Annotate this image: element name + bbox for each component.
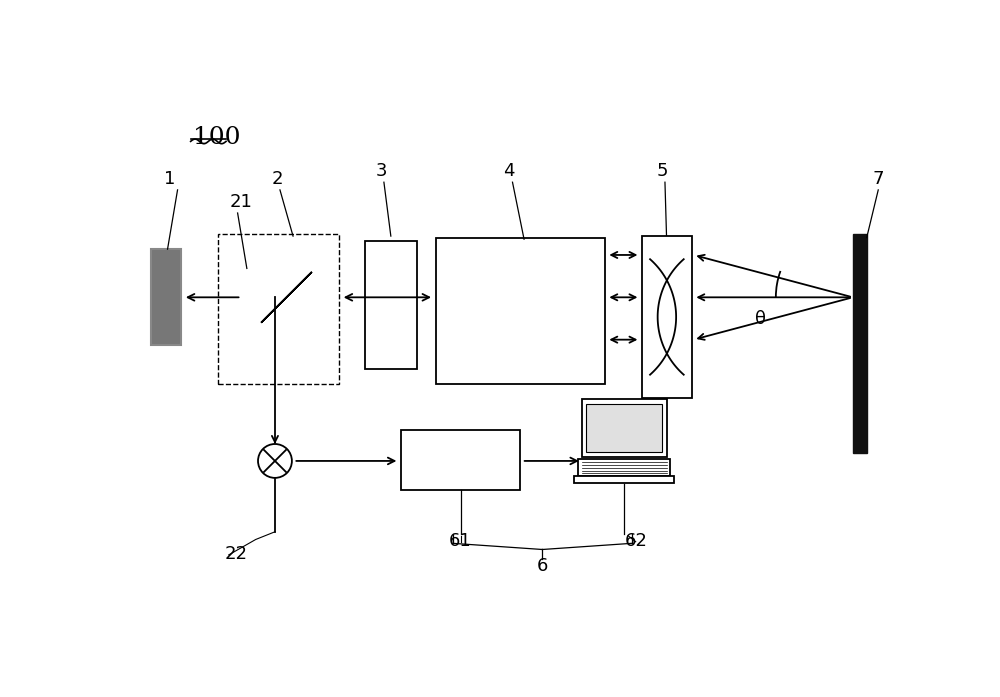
FancyBboxPatch shape xyxy=(853,233,867,453)
FancyBboxPatch shape xyxy=(574,476,674,482)
Text: 6: 6 xyxy=(537,557,548,575)
FancyBboxPatch shape xyxy=(436,238,605,384)
FancyBboxPatch shape xyxy=(582,399,666,457)
Text: 5: 5 xyxy=(657,162,668,180)
FancyBboxPatch shape xyxy=(578,459,670,476)
Text: 21: 21 xyxy=(230,193,253,210)
FancyBboxPatch shape xyxy=(151,250,181,346)
Text: θ: θ xyxy=(755,310,766,328)
FancyBboxPatch shape xyxy=(586,404,662,452)
Text: 100: 100 xyxy=(193,126,240,149)
Text: 22: 22 xyxy=(225,545,248,562)
FancyBboxPatch shape xyxy=(401,430,520,490)
FancyBboxPatch shape xyxy=(642,236,692,398)
Text: 61: 61 xyxy=(449,532,472,550)
Polygon shape xyxy=(261,272,312,323)
Text: 2: 2 xyxy=(272,170,283,187)
Text: 62: 62 xyxy=(624,532,647,550)
Text: 4: 4 xyxy=(503,162,514,180)
Text: 3: 3 xyxy=(376,162,387,180)
Text: 1: 1 xyxy=(164,170,176,187)
Text: 7: 7 xyxy=(872,170,884,187)
FancyBboxPatch shape xyxy=(365,241,417,369)
